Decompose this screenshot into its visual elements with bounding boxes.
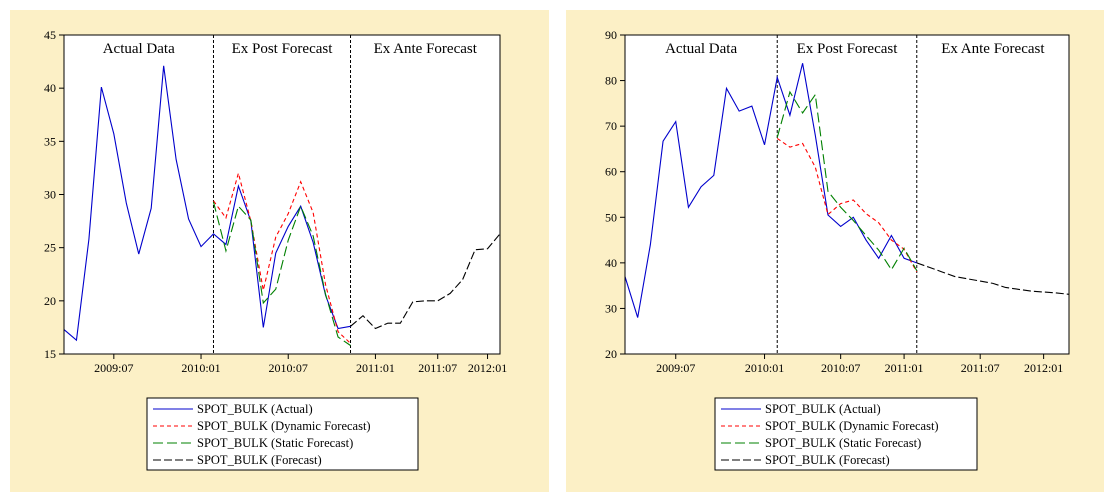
- x-tick-label: 2012:01: [468, 361, 507, 375]
- plot-frame: [624, 34, 1070, 355]
- plot-frame: [63, 34, 501, 355]
- series-line: [776, 90, 918, 271]
- y-tick-label: 90: [605, 28, 617, 42]
- series-line: [350, 233, 501, 330]
- x-tick-label: 2010:01: [181, 361, 220, 375]
- annotation: Ex Ante Forecast: [374, 41, 478, 57]
- legend-label: SPOT_BULK (Dynamic Forecast): [197, 419, 371, 433]
- annotation: Actual Data: [665, 41, 737, 57]
- legend-label: SPOT_BULK (Dynamic Forecast): [765, 419, 939, 433]
- x-tick-label: 2011:07: [961, 361, 1000, 375]
- annotation: Ex Post Forecast: [797, 41, 899, 57]
- plot-area: [64, 35, 500, 354]
- legend-label: SPOT_BULK (Actual): [765, 402, 881, 416]
- y-tick-label: 40: [44, 81, 56, 95]
- series-line: [212, 201, 351, 346]
- plot-area: [625, 35, 1069, 354]
- y-tick-label: 20: [44, 294, 56, 308]
- x-tick-label: 2009:07: [94, 361, 133, 375]
- y-tick-label: 30: [605, 301, 617, 315]
- series-line: [624, 63, 917, 318]
- y-tick-label: 20: [605, 347, 617, 361]
- y-tick-label: 35: [44, 134, 56, 148]
- legend-label: SPOT_BULK (Forecast): [765, 453, 890, 467]
- legend-box: [714, 397, 978, 471]
- legend-label: SPOT_BULK (Static Forecast): [197, 436, 353, 450]
- x-tick-label: 2010:07: [269, 361, 308, 375]
- legend-box: [146, 397, 419, 471]
- x-tick-label: 2010:07: [821, 361, 860, 375]
- y-tick-label: 30: [44, 188, 56, 202]
- y-tick-label: 40: [605, 256, 617, 270]
- y-tick-label: 80: [605, 74, 617, 88]
- annotation: Actual Data: [103, 41, 175, 57]
- y-tick-label: 25: [44, 241, 56, 255]
- series-line: [213, 171, 351, 344]
- x-tick-label: 2009:07: [656, 361, 695, 375]
- series-line: [916, 262, 1070, 295]
- x-tick-label: 2011:01: [885, 361, 924, 375]
- x-tick-label: 2011:07: [418, 361, 457, 375]
- y-tick-label: 70: [605, 119, 617, 133]
- y-tick-label: 50: [605, 210, 617, 224]
- legend-label: SPOT_BULK (Forecast): [197, 453, 322, 467]
- y-tick-label: 15: [44, 347, 56, 361]
- annotation: Ex Ante Forecast: [941, 41, 1045, 57]
- x-tick-label: 2010:01: [745, 361, 784, 375]
- x-tick-label: 2011:01: [356, 361, 395, 375]
- legend-label: SPOT_BULK (Static Forecast): [765, 436, 921, 450]
- annotation: Ex Post Forecast: [232, 41, 334, 57]
- x-tick-label: 2012:01: [1024, 361, 1063, 375]
- series-line: [776, 137, 918, 273]
- legend-label: SPOT_BULK (Actual): [197, 402, 313, 416]
- y-tick-label: 45: [44, 28, 56, 42]
- y-tick-label: 60: [605, 165, 617, 179]
